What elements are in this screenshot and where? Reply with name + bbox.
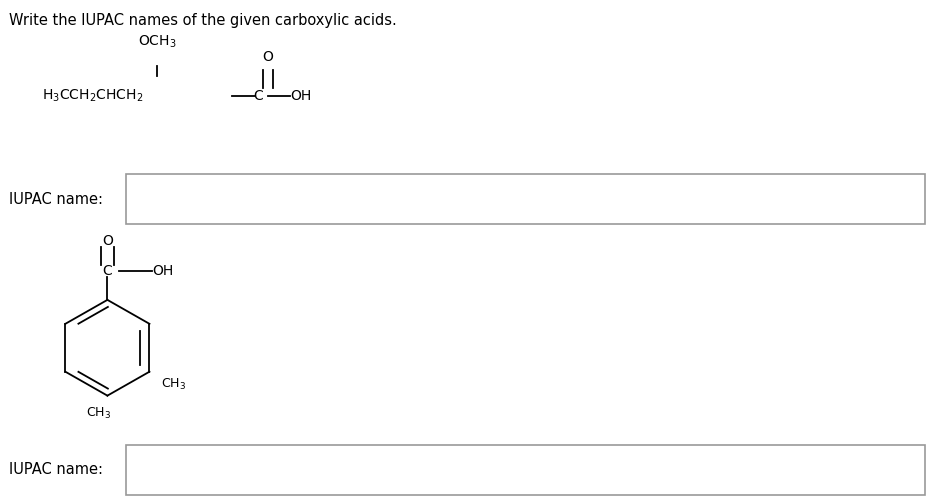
FancyBboxPatch shape	[126, 174, 925, 224]
Text: O: O	[262, 50, 274, 64]
Text: CH$_3$: CH$_3$	[86, 406, 110, 421]
Text: O: O	[102, 234, 113, 248]
Text: Write the IUPAC names of the given carboxylic acids.: Write the IUPAC names of the given carbo…	[9, 13, 397, 28]
Text: IUPAC name:: IUPAC name:	[9, 462, 104, 477]
Text: CH$_3$: CH$_3$	[161, 377, 186, 392]
Text: OCH$_3$: OCH$_3$	[137, 34, 177, 50]
Text: C: C	[253, 89, 262, 103]
Text: IUPAC name:: IUPAC name:	[9, 192, 104, 207]
Text: OH: OH	[152, 264, 174, 278]
Text: OH: OH	[290, 89, 312, 103]
FancyBboxPatch shape	[126, 445, 925, 495]
Text: H$_3$CCH$_2$CHCH$_2$: H$_3$CCH$_2$CHCH$_2$	[42, 88, 143, 104]
Text: C: C	[103, 264, 112, 278]
